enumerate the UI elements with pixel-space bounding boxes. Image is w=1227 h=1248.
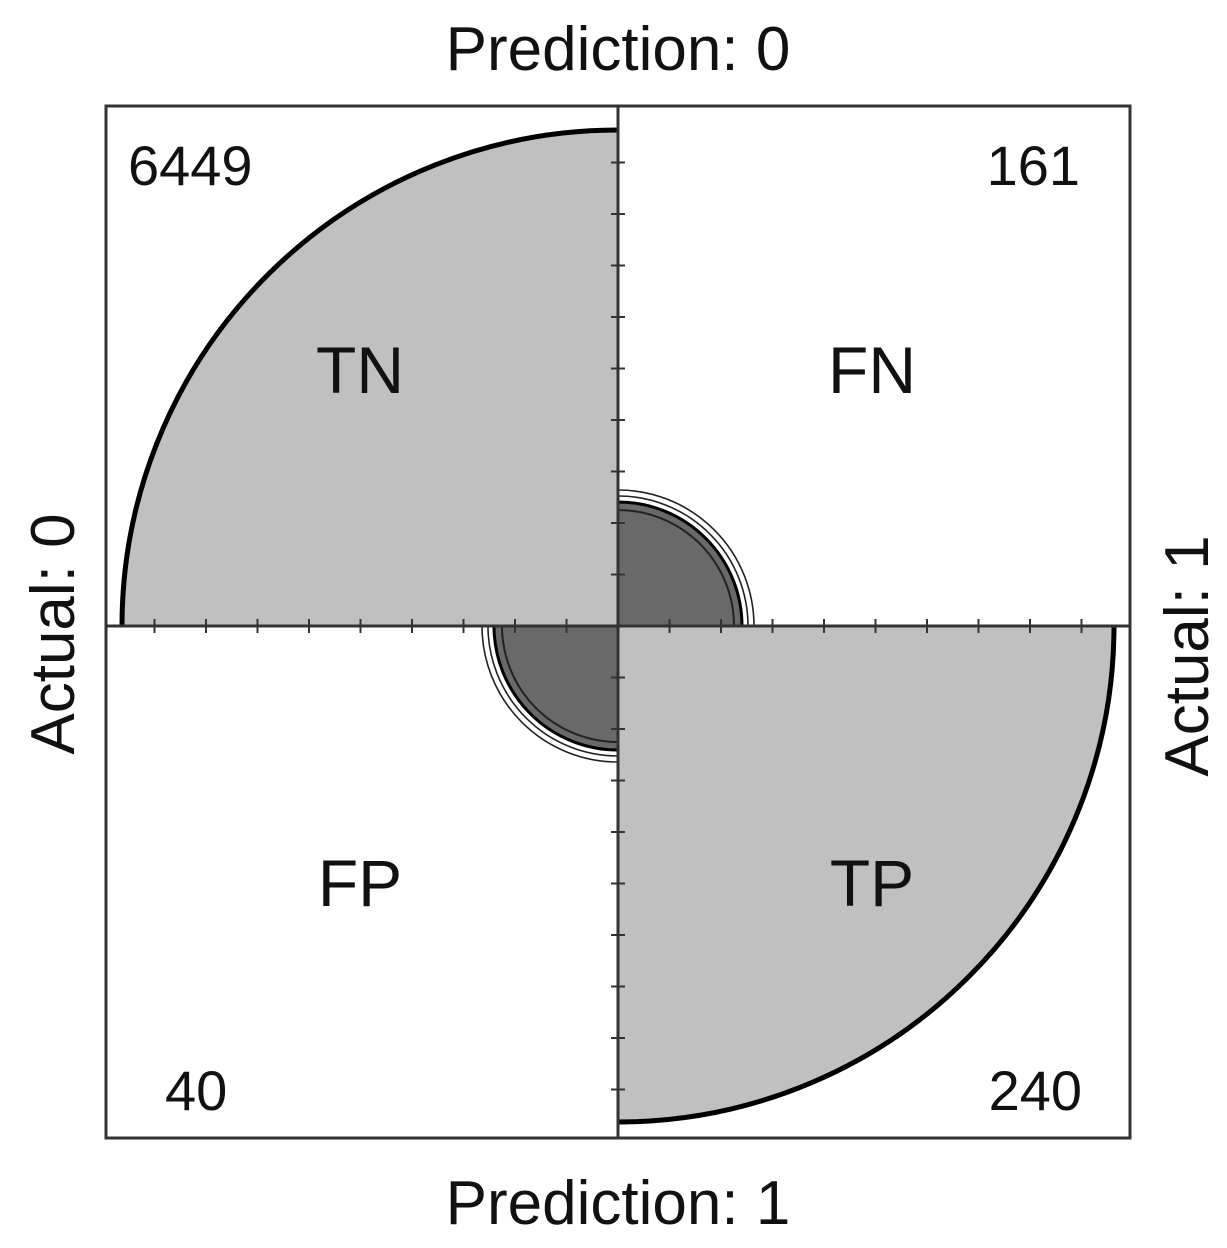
axis-group [106, 106, 1130, 1138]
fp-label: FP [318, 846, 402, 920]
tp-label: TP [830, 846, 914, 920]
tn-sector [122, 130, 618, 626]
fn-confidence-ring [617, 495, 749, 627]
tp-sector [618, 626, 1114, 1122]
fp-confidence-ring [501, 625, 619, 743]
fp-sector-outline [492, 625, 619, 752]
fn-count: 161 [987, 134, 1080, 197]
fn-label: FN [828, 333, 916, 407]
right-axis-title: Actual: 1 [1153, 535, 1222, 776]
fn-confidence-ring [617, 509, 735, 627]
tn-sector-outline [119, 127, 619, 627]
fn-sector [618, 502, 742, 626]
sector-group [119, 127, 1117, 1125]
fp-confidence-ring [481, 625, 619, 763]
fp-confidence-ring [487, 625, 619, 757]
tp-count: 240 [989, 1059, 1082, 1122]
top-axis-title: Prediction: 0 [446, 15, 791, 84]
tick-group [153, 161, 1083, 1091]
fp-count: 40 [165, 1059, 227, 1122]
bottom-axis-title: Prediction: 1 [446, 1169, 791, 1238]
fn-confidence-ring [617, 489, 755, 627]
tp-sector-outline [617, 625, 1117, 1125]
tn-count: 6449 [128, 134, 253, 197]
tn-label: TN [316, 333, 404, 407]
fn-sector-outline [617, 500, 744, 627]
fp-sector [494, 626, 618, 750]
left-axis-title: Actual: 0 [19, 513, 88, 754]
